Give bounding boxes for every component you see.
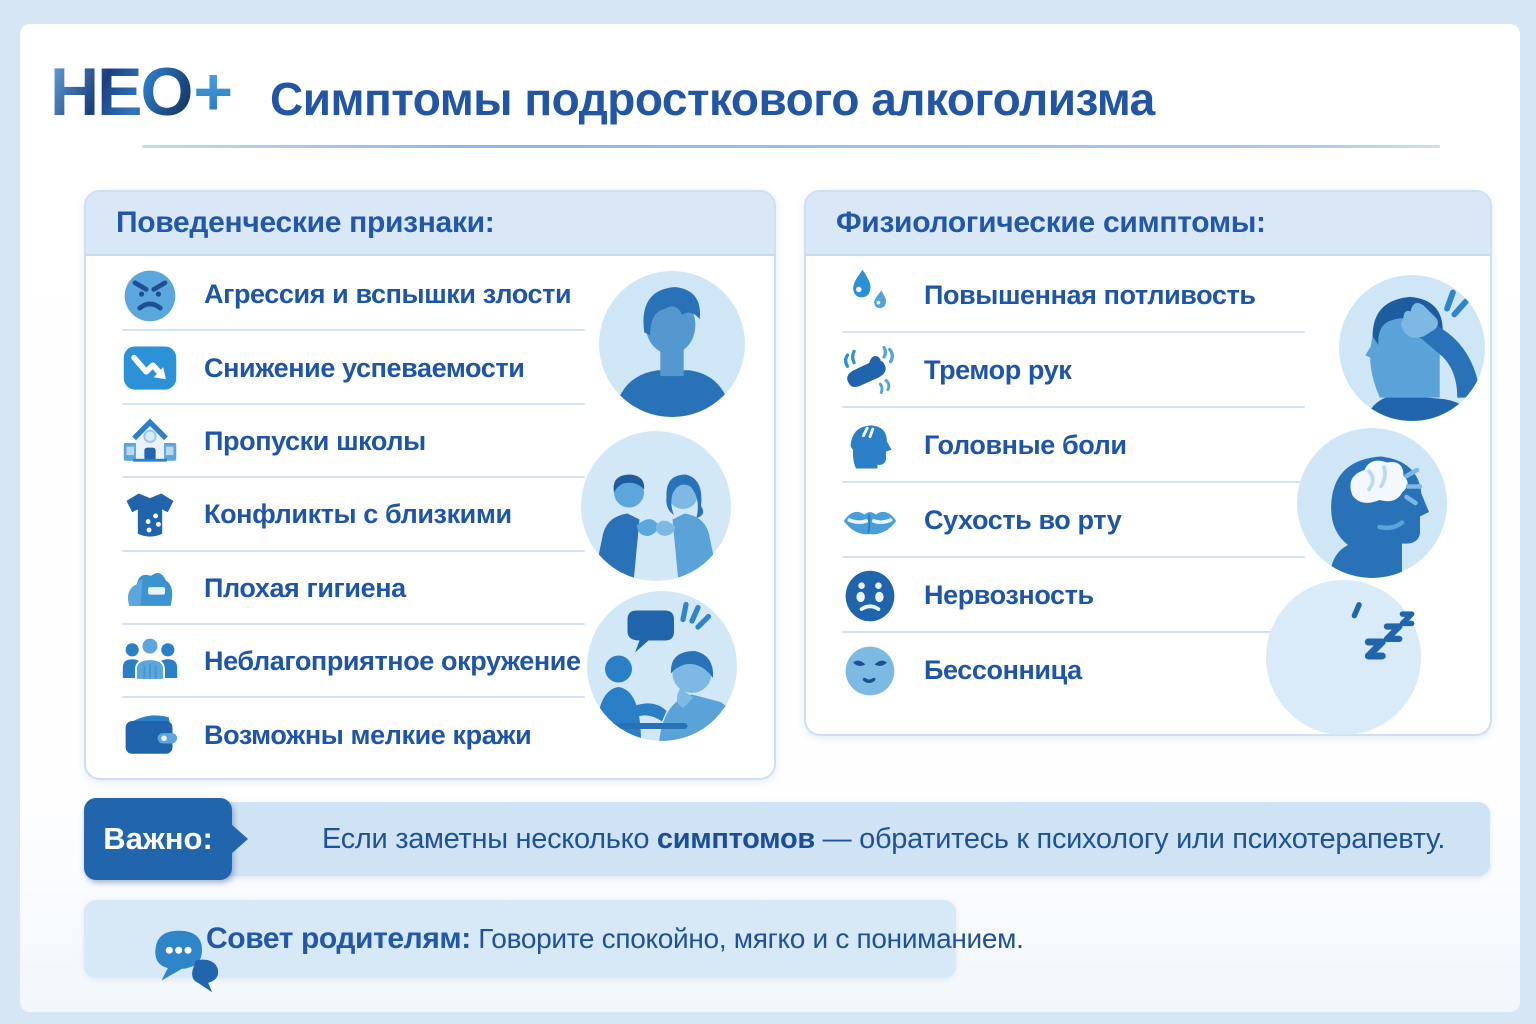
list-item: Тремор рук xyxy=(806,333,1311,408)
headache-icon xyxy=(840,416,900,476)
physiological-panel: Физиологические симптомы: Повышенная пот… xyxy=(804,190,1492,736)
item-label: Головные боли xyxy=(924,430,1127,460)
moon-zzz-illustration xyxy=(1266,580,1421,735)
arguing-couple-illustration xyxy=(581,431,731,581)
content-card: НЕО+ Симптомы подросткового алкоголизма … xyxy=(20,24,1520,1012)
item-label: Пропуски школы xyxy=(204,425,426,456)
list-item: Агрессия и вспышки злости xyxy=(86,258,591,332)
list-item: Снижение успеваемости xyxy=(86,331,591,406)
important-banner: Важно: Если заметны несколько симптомов … xyxy=(84,798,1490,880)
tremor-hand-icon xyxy=(840,341,900,401)
list-item: Нервозность xyxy=(806,558,1311,633)
item-label: Плохая гигиена xyxy=(204,572,406,603)
important-text-before: Если заметны несколько xyxy=(322,822,657,855)
list-item: Головные боли xyxy=(806,408,1311,483)
item-label: Повышенная потливость xyxy=(924,280,1256,310)
list-item: Повышенная потливость xyxy=(806,258,1311,333)
physiological-items: Повышенная потливость Тремор рук Головны… xyxy=(806,258,1311,708)
chat-bubbles-icon xyxy=(106,905,218,993)
behavioral-panel: Поведенческие признаки: Агрессия и вспыш… xyxy=(84,190,776,780)
item-label: Возможны мелкие кражи xyxy=(204,719,532,750)
laundry-pile-icon xyxy=(120,558,180,618)
nervous-face-icon xyxy=(840,566,900,626)
school-building-icon xyxy=(120,411,180,471)
advice-label: Совет родителям: xyxy=(206,922,471,955)
important-text-after: — обратитесь к психологу или психотерапе… xyxy=(814,822,1446,855)
insomnia-face-icon xyxy=(840,641,900,701)
behavioral-panel-title: Поведенческие признаки: xyxy=(116,206,495,239)
tshirt-icon xyxy=(120,485,180,545)
lips-icon xyxy=(840,491,900,551)
item-label: Сухость во рту xyxy=(924,505,1122,535)
behavioral-items: Агрессия и вспышки злости Снижение успев… xyxy=(86,258,591,772)
physiological-panel-header: Физиологические симптомы: xyxy=(806,192,1490,256)
declining-chart-icon xyxy=(120,338,180,398)
important-label: Важно: xyxy=(84,798,232,880)
behavioral-panel-header: Поведенческие признаки: xyxy=(86,192,774,256)
item-label: Конфликты с близкими xyxy=(204,499,512,530)
list-item: Неблагоприятное окружение xyxy=(86,625,591,699)
important-text-bold: симптомов xyxy=(656,822,815,855)
list-item: Плохая гигиена xyxy=(86,552,591,626)
wallet-icon xyxy=(120,705,180,765)
item-label: Нервозность xyxy=(924,580,1094,610)
advice-banner: Совет родителям: Говорите спокойно, мягк… xyxy=(84,900,1024,993)
advice-text: Говорите спокойно, мягко и с пониманием. xyxy=(470,923,1024,954)
teen-head-illustration xyxy=(599,271,745,417)
logo-text: НЕО xyxy=(50,54,193,130)
parent-child-conversation-illustration xyxy=(587,591,737,741)
list-item: Возможны мелкие кражи xyxy=(86,698,591,771)
important-label-arrow-icon xyxy=(231,824,263,854)
sweat-drops-icon xyxy=(840,266,900,326)
header-divider xyxy=(142,145,1440,148)
list-item: Сухость во рту xyxy=(806,483,1311,558)
people-group-icon xyxy=(120,632,180,692)
page-title: Симптомы подросткового алкоголизма xyxy=(270,73,1155,125)
list-item: Пропуски школы xyxy=(86,405,591,479)
head-with-brain-illustration xyxy=(1297,428,1447,578)
item-label: Тремор рук xyxy=(924,355,1072,385)
angry-face-icon xyxy=(120,265,180,325)
important-text: Если заметны несколько симптомов — обрат… xyxy=(322,802,1445,876)
list-item: Бессонница xyxy=(806,633,1311,708)
item-label: Снижение успеваемости xyxy=(204,352,525,383)
logo-plus-icon: + xyxy=(193,54,233,130)
physiological-panel-title: Физиологические симптомы: xyxy=(836,206,1266,239)
neo-plus-logo: НЕО+ xyxy=(50,58,233,126)
item-label: Неблагоприятное окружение xyxy=(204,646,581,677)
item-label: Агрессия и вспышки злости xyxy=(204,279,572,310)
item-label: Бессонница xyxy=(924,655,1082,685)
list-item: Конфликты с близкими xyxy=(86,478,591,552)
person-clutching-head-illustration xyxy=(1339,275,1485,421)
